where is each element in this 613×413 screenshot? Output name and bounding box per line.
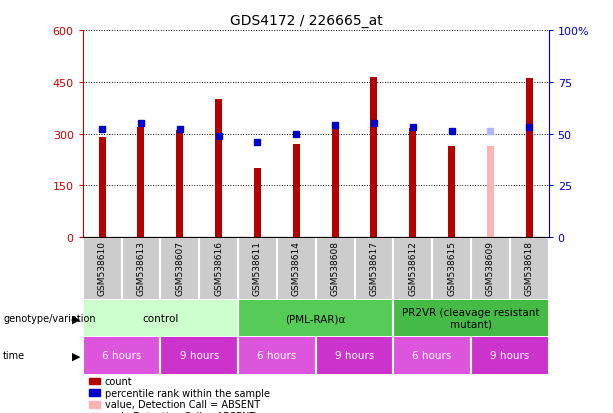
- Text: GSM538614: GSM538614: [292, 240, 301, 295]
- Text: 6 hours: 6 hours: [102, 351, 141, 361]
- Text: GSM538607: GSM538607: [175, 240, 185, 295]
- Text: GSM538611: GSM538611: [253, 240, 262, 295]
- Text: GSM538612: GSM538612: [408, 240, 417, 295]
- Bar: [332, 127, 338, 237]
- Bar: [83, 300, 238, 337]
- Text: GSM538610: GSM538610: [97, 240, 107, 295]
- Text: GSM538613: GSM538613: [137, 240, 145, 295]
- Bar: [254, 169, 261, 237]
- Bar: [394, 337, 471, 374]
- Bar: [409, 129, 416, 237]
- Bar: [99, 138, 105, 237]
- Bar: [161, 337, 238, 374]
- Bar: [526, 79, 533, 237]
- Text: GSM538618: GSM538618: [525, 240, 534, 295]
- Text: count: count: [105, 376, 132, 386]
- Text: GDS4172 / 226665_at: GDS4172 / 226665_at: [230, 14, 383, 28]
- Text: GSM538616: GSM538616: [214, 240, 223, 295]
- Text: (PML-RAR)α: (PML-RAR)α: [286, 313, 346, 323]
- Bar: [215, 100, 222, 237]
- Text: value, Detection Call = ABSENT: value, Detection Call = ABSENT: [105, 399, 260, 409]
- Text: 9 hours: 9 hours: [490, 351, 530, 361]
- Bar: [83, 337, 161, 374]
- Text: time: time: [3, 351, 25, 361]
- Bar: [238, 337, 316, 374]
- Text: 9 hours: 9 hours: [335, 351, 374, 361]
- Text: GSM538617: GSM538617: [370, 240, 378, 295]
- Text: GSM538609: GSM538609: [486, 240, 495, 295]
- Bar: [394, 300, 549, 337]
- Text: genotype/variation: genotype/variation: [3, 313, 96, 323]
- Bar: [471, 337, 549, 374]
- Bar: [448, 146, 455, 237]
- Text: ▶: ▶: [72, 351, 81, 361]
- Bar: [137, 127, 145, 237]
- Bar: [238, 300, 394, 337]
- Text: GSM538615: GSM538615: [447, 240, 456, 295]
- Bar: [316, 337, 394, 374]
- Text: 9 hours: 9 hours: [180, 351, 219, 361]
- Text: control: control: [142, 313, 178, 323]
- Bar: [487, 146, 494, 237]
- Text: rank, Detection Call = ABSENT: rank, Detection Call = ABSENT: [105, 411, 255, 413]
- Bar: [293, 145, 300, 237]
- Text: GSM538608: GSM538608: [330, 240, 340, 295]
- Text: percentile rank within the sample: percentile rank within the sample: [105, 388, 270, 398]
- Text: ▶: ▶: [72, 313, 81, 323]
- Bar: [370, 77, 378, 237]
- Bar: [177, 131, 183, 237]
- Text: 6 hours: 6 hours: [413, 351, 452, 361]
- Text: 6 hours: 6 hours: [257, 351, 297, 361]
- Text: PR2VR (cleavage resistant
mutant): PR2VR (cleavage resistant mutant): [402, 308, 539, 329]
